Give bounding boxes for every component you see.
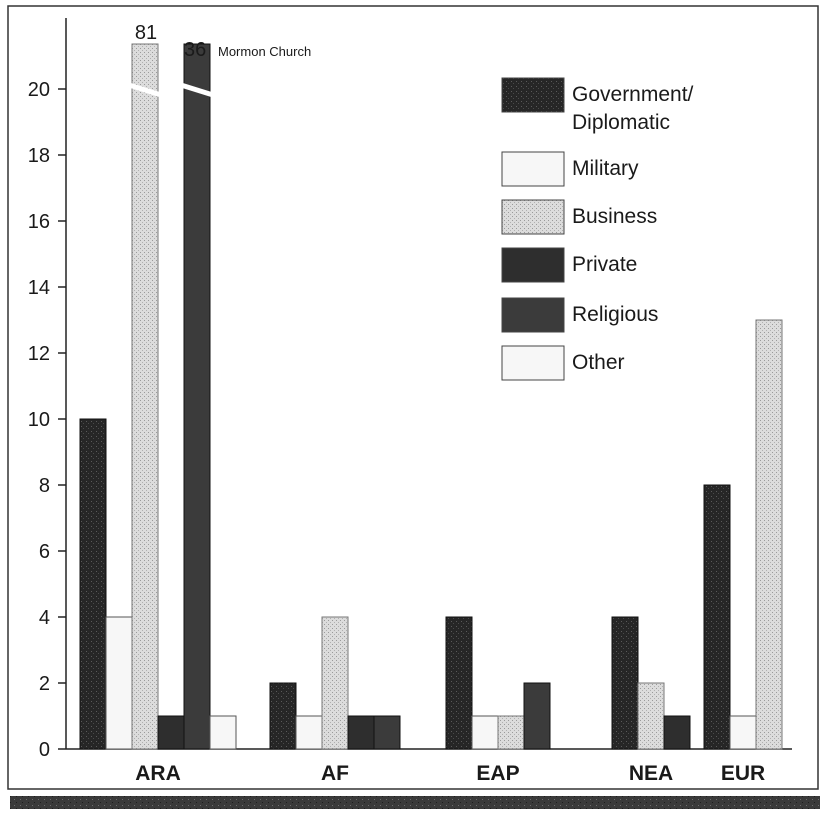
legend-label-2: Military: [572, 157, 639, 180]
bar-nea-1: [611, 616, 639, 750]
legend-swatch-2: [501, 151, 565, 187]
bar-ara-1: [79, 418, 107, 750]
bar-ara-3: [131, 43, 159, 750]
bar-eur-3: [755, 319, 783, 750]
y-tick-label: 14: [28, 277, 50, 299]
bar-eap-5: [523, 682, 551, 750]
y-tick-label: 4: [39, 607, 50, 629]
bar-eap-1: [445, 616, 473, 750]
category-label-eur: EUR: [721, 762, 765, 785]
bar-ara-4: [157, 715, 185, 750]
bar-eur-2: [729, 715, 757, 750]
bar-ara-5: [183, 43, 211, 750]
legend-swatch-1: [501, 77, 565, 113]
bar-eap-3: [497, 715, 525, 750]
bar-af-2: [295, 715, 323, 750]
legend-label-6: Other: [572, 351, 625, 374]
bar-af-3: [321, 616, 349, 750]
religious-ara-note-label: Mormon Church: [218, 44, 311, 59]
y-tick-label: 18: [28, 145, 50, 167]
category-label-ara: ARA: [135, 762, 181, 785]
bar-ara-2: [105, 616, 133, 750]
y-tick-label: 12: [28, 343, 50, 365]
bar-eap-2: [471, 715, 499, 750]
bottom-band: [10, 796, 820, 809]
axis-break-mark: [180, 82, 214, 98]
y-tick-label: 0: [39, 739, 50, 761]
legend-label-4: Private: [572, 253, 637, 276]
y-tick-label: 20: [28, 79, 50, 101]
legend-label-1: Diplomatic: [572, 111, 670, 134]
bar-af-4: [347, 715, 375, 750]
bar-ara-6: [209, 715, 237, 750]
category-label-eap: EAP: [476, 762, 519, 785]
religious-ara-value-label: 36: [184, 39, 206, 61]
legend-swatch-5: [501, 297, 565, 333]
y-tick-label: 6: [39, 541, 50, 563]
legend-label-5: Religious: [572, 303, 658, 326]
y-tick-label: 10: [28, 409, 50, 431]
bar-eur-1: [703, 484, 731, 750]
bar-nea-3: [637, 682, 665, 750]
bar-nea-4: [663, 715, 691, 750]
bar-af-1: [269, 682, 297, 750]
bar-af-5: [373, 715, 401, 750]
business-ara-value-label: 81: [135, 22, 157, 44]
axis-break-mark: [128, 82, 162, 98]
y-tick-label: 16: [28, 211, 50, 233]
y-tick-label: 2: [39, 673, 50, 695]
legend-swatch-4: [501, 247, 565, 283]
y-tick-label: 8: [39, 475, 50, 497]
category-label-nea: NEA: [629, 762, 673, 785]
legend-swatch-6: [501, 345, 565, 381]
category-label-af: AF: [321, 762, 349, 785]
legend-label-1: Government/: [572, 83, 694, 106]
legend-swatch-3: [501, 199, 565, 235]
legend-label-3: Business: [572, 205, 657, 228]
